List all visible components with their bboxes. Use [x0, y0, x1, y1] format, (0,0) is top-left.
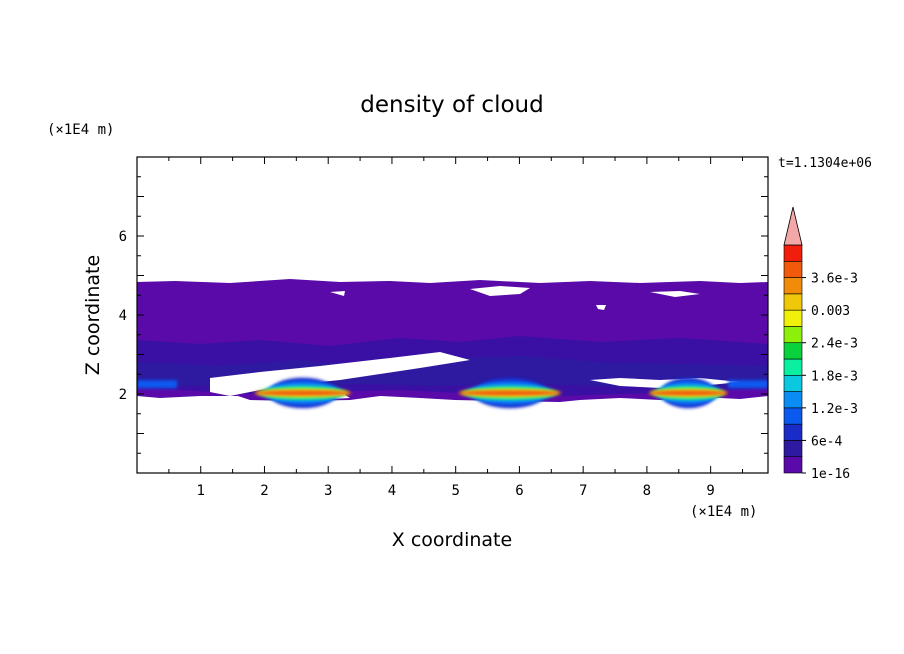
edge-streak [137, 380, 177, 389]
x-tick-label: 2 [260, 483, 268, 499]
colorbar-swatch [783, 293, 803, 311]
colorbar: 1e-16 6e-4 1.2e-3 1.8e-3 2.4e-3 0.003 3.6e-3 [783, 206, 858, 482]
x-unit-label: (×1E4 m) [690, 504, 757, 520]
colorbar-label: 1.8e-3 [811, 369, 858, 384]
colorbar-swatch [783, 277, 803, 295]
x-tick-label: 8 [643, 483, 651, 499]
y-tick-label: 4 [119, 308, 127, 324]
colorbar-swatch [783, 423, 803, 441]
chart-title: density of cloud [360, 92, 543, 118]
dense-core-contour [457, 390, 562, 396]
x-tick-label: 5 [451, 483, 459, 499]
x-axis: 1 2 3 4 5 6 7 8 9 [168, 157, 744, 499]
x-tick-label: 3 [324, 483, 332, 499]
colorbar-swatch [783, 342, 803, 360]
x-tick-label: 9 [706, 483, 714, 499]
x-tick-label: 1 [197, 483, 205, 499]
colorbar-label: 1.2e-3 [811, 402, 858, 417]
y-tick-label: 2 [119, 387, 127, 403]
colorbar-label: 0.003 [811, 304, 850, 319]
x-axis-label: X coordinate [392, 529, 512, 551]
y-unit-label: (×1E4 m) [47, 122, 114, 138]
colorbar-swatch [783, 391, 803, 409]
colorbar-swatch [783, 358, 803, 376]
x-tick-label: 7 [579, 483, 587, 499]
colorbar-label: 2.4e-3 [811, 337, 858, 352]
time-label: t=1.1304e+06 [778, 156, 872, 171]
colorbar-label: 1e-16 [811, 467, 850, 482]
colorbar-label: 3.6e-3 [811, 272, 858, 287]
dense-core-contour [648, 390, 729, 396]
x-tick-label: 6 [515, 483, 523, 499]
colorbar-swatch [783, 260, 803, 278]
colorbar-label: 6e-4 [811, 434, 842, 449]
colorbar-swatch [783, 309, 803, 327]
dense-cores [137, 377, 768, 409]
edge-streak [728, 380, 768, 389]
colorbar-swatch [783, 407, 803, 425]
y-axis: 2 4 6 [119, 176, 768, 454]
colorbar-swatch [783, 374, 803, 392]
x-tick-label: 4 [388, 483, 396, 499]
y-tick-label: 6 [119, 229, 127, 245]
colorbar-swatch [783, 244, 803, 262]
colorbar-over-arrow [783, 206, 803, 246]
y-axis-label: Z coordinate [82, 255, 104, 375]
colorbar-swatch [783, 326, 803, 344]
colorbar-swatch [783, 456, 803, 474]
dense-core-contour [253, 390, 352, 396]
colorbar-swatch [783, 440, 803, 458]
